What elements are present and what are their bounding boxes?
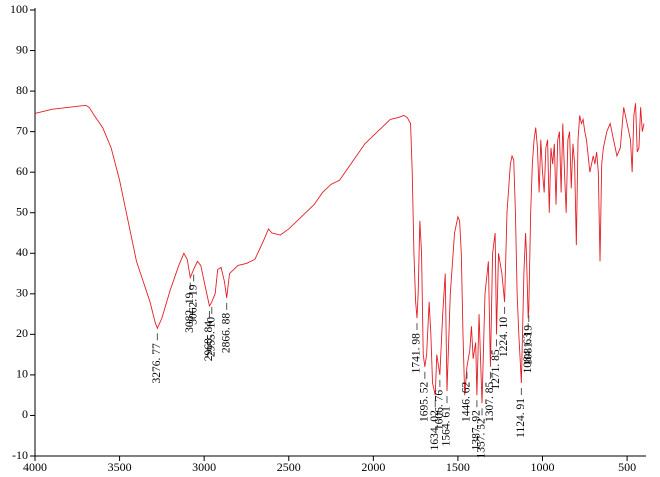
- peak-label: 3082. 19: [184, 292, 196, 333]
- peak-label: 1446. 62: [461, 382, 473, 423]
- peak-label: 3276. 77: [151, 343, 163, 384]
- peak-label: 2968. 84: [203, 321, 215, 362]
- y-tick-label: 0: [22, 407, 28, 421]
- peak-label: 1564. 61: [441, 406, 453, 447]
- y-tick-label: 10: [16, 367, 28, 381]
- peak-label: 2955. 10: [205, 317, 217, 358]
- x-tick-label: 3500: [108, 460, 132, 474]
- peak-label: 1307. 85: [484, 382, 496, 423]
- peak-label: 1695. 52: [418, 382, 430, 423]
- y-tick-label: 20: [16, 326, 28, 340]
- peak-label: 2866. 88: [220, 313, 232, 354]
- peak-label: 1357. 52: [476, 418, 488, 459]
- peak-label: 1124. 91: [515, 398, 527, 438]
- spectrum-line: [34, 103, 645, 404]
- y-tick-label: 30: [16, 286, 28, 300]
- peak-label: 1606. 76: [434, 390, 446, 431]
- peak-label: 1271. 85: [490, 349, 502, 390]
- peak-label: 1741. 98: [411, 333, 423, 374]
- peak-label: 1387. 92: [471, 410, 483, 451]
- x-tick-label: 2500: [277, 460, 301, 474]
- x-tick-label: 2000: [361, 460, 385, 474]
- y-tick-label: 50: [16, 204, 28, 218]
- y-tick-label: 60: [16, 164, 28, 178]
- y-tick-label: 100: [10, 2, 28, 16]
- peak-label: 1224. 10: [498, 317, 510, 358]
- peak-label: 1081. 19: [522, 325, 534, 366]
- x-tick-label: 1500: [446, 460, 470, 474]
- x-tick-label: 1000: [531, 460, 555, 474]
- x-tick-label: 3000: [192, 460, 216, 474]
- y-tick-label: 70: [16, 123, 28, 137]
- x-tick-label: 4000: [23, 460, 47, 474]
- y-tick-label: 80: [16, 83, 28, 97]
- y-tick-label: -10: [12, 448, 28, 462]
- peak-label: 1634. 02: [429, 410, 441, 451]
- peak-label: 3062. 19: [187, 284, 199, 325]
- x-tick-label: 500: [618, 460, 636, 474]
- y-tick-label: 90: [16, 42, 28, 56]
- peak-label: 1084. 63: [522, 333, 534, 374]
- y-tick-label: 40: [16, 245, 28, 259]
